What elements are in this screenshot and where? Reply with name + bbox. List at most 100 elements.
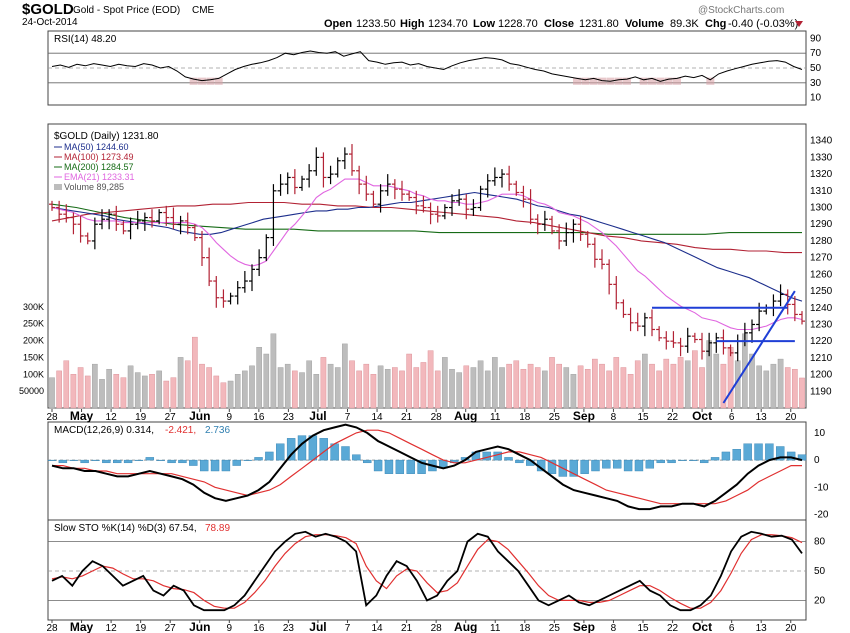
price-bar xyxy=(156,209,163,225)
price-bar xyxy=(541,210,548,231)
rsi-shade xyxy=(598,77,606,85)
macd-hist-bar xyxy=(417,459,426,474)
ohlc-stats: Open 1233.50 High 1234.70 Low 1228.70 Cl… xyxy=(324,18,803,30)
macd-hist-bar xyxy=(221,459,231,472)
rsi-shade xyxy=(589,77,598,85)
macd-legend: MACD(12,26,9) 0.314, -2.421, 2.736 xyxy=(54,425,230,436)
volume-bar xyxy=(427,350,434,409)
volume-bar xyxy=(313,374,320,409)
x-axis-label-bottom: 25 xyxy=(549,623,561,633)
volume-bar xyxy=(399,370,405,409)
down-arrow-icon xyxy=(795,21,803,27)
x-axis-label: Aug xyxy=(454,409,477,423)
price-bar xyxy=(306,164,313,188)
sto-k-line xyxy=(51,530,803,612)
legend-volume: Volume 89,285 xyxy=(64,182,124,192)
volume-bar xyxy=(156,370,162,409)
price-tick: 1320 xyxy=(810,169,833,180)
sto-tick: 20 xyxy=(814,595,826,606)
price-bar xyxy=(70,212,77,235)
macd-hist-bar xyxy=(286,438,296,461)
price-bar xyxy=(699,332,705,360)
x-axis-label-bottom: Jul xyxy=(309,620,326,633)
x-axis-label-bottom: 9 xyxy=(227,623,233,633)
macd-hist-bar xyxy=(504,457,513,461)
macd-hist-bar xyxy=(786,451,796,461)
x-axis-label-bottom: 14 xyxy=(371,623,383,633)
volume-bar xyxy=(263,353,270,409)
macd-hist-bar xyxy=(493,451,502,461)
price-bar xyxy=(791,296,798,322)
price-tick: 1280 xyxy=(810,236,833,247)
volume-bar xyxy=(534,367,541,409)
macd-hist-bar xyxy=(634,459,644,472)
volume-bar xyxy=(256,347,262,409)
volume-tick: 100K xyxy=(23,369,44,379)
volume-bar xyxy=(520,368,527,409)
volume-bar xyxy=(449,368,455,409)
price-tick: 1300 xyxy=(810,203,833,214)
volume-bar xyxy=(677,357,684,409)
volume-bar xyxy=(506,363,512,409)
price-bar xyxy=(84,232,91,245)
macd-hist-bar xyxy=(678,459,687,461)
symbol-label: $GOLD xyxy=(22,1,74,18)
price-bar xyxy=(599,249,605,270)
volume-bar xyxy=(420,362,427,409)
legend-macd-hist: 2.736 xyxy=(205,425,230,436)
volume-bar xyxy=(270,333,277,409)
volume-bar xyxy=(213,375,220,409)
volume-bar xyxy=(334,367,341,409)
price-bar xyxy=(527,189,534,225)
volume-bar xyxy=(392,367,398,409)
volume-bar xyxy=(306,360,312,409)
macd-hist-bar xyxy=(178,459,187,464)
x-axis-label: 15 xyxy=(637,412,649,423)
volume-tick: 50000 xyxy=(19,386,44,396)
macd-hist-bar xyxy=(199,459,209,472)
macd-hist-bar xyxy=(569,459,578,477)
price-bar xyxy=(563,222,570,246)
ma50-line xyxy=(51,191,803,302)
price-bar xyxy=(777,284,784,307)
macd-hist-bar xyxy=(765,443,774,461)
macd-hist-bar xyxy=(515,459,524,464)
volume-bar xyxy=(692,350,698,409)
rsi-tick: 10 xyxy=(810,93,822,104)
price-bar xyxy=(513,180,520,196)
x-axis-label: 13 xyxy=(756,412,768,423)
price-bar xyxy=(134,210,141,230)
rsi-shade xyxy=(189,77,198,85)
volume-bar xyxy=(113,374,120,409)
price-bar xyxy=(177,215,184,235)
x-axis-label: 11 xyxy=(490,412,501,423)
price-bar xyxy=(349,144,355,176)
macd-hist-bar xyxy=(406,459,415,474)
macd-hist-bar xyxy=(80,459,89,464)
price-bar xyxy=(141,212,148,231)
ma200-line xyxy=(51,203,802,235)
price-bar xyxy=(56,200,63,223)
macd-hist-bar xyxy=(797,454,807,461)
macd-hist-bar xyxy=(254,457,263,461)
volume-bar xyxy=(649,363,655,409)
volume-bar xyxy=(613,357,620,409)
volume-bar xyxy=(92,363,98,409)
macd-hist-bar xyxy=(102,459,111,464)
x-axis-label: 28 xyxy=(46,412,58,423)
open-label: Open xyxy=(324,18,352,30)
volume-bar xyxy=(592,358,598,409)
volume-bar xyxy=(663,358,670,409)
legend-ma100: MA(100) 1273.49 xyxy=(64,152,134,162)
x-axis-label: 12 xyxy=(106,412,118,423)
volume-bar xyxy=(249,365,255,409)
macd-hist-bar xyxy=(656,459,665,464)
volume-bar xyxy=(499,367,505,409)
volume-value: 89.3K xyxy=(670,18,699,30)
macd-panel xyxy=(47,421,807,521)
price-bar xyxy=(406,190,413,201)
price-bar xyxy=(584,230,591,248)
price-bar xyxy=(77,215,84,243)
rsi-shade xyxy=(214,77,223,85)
